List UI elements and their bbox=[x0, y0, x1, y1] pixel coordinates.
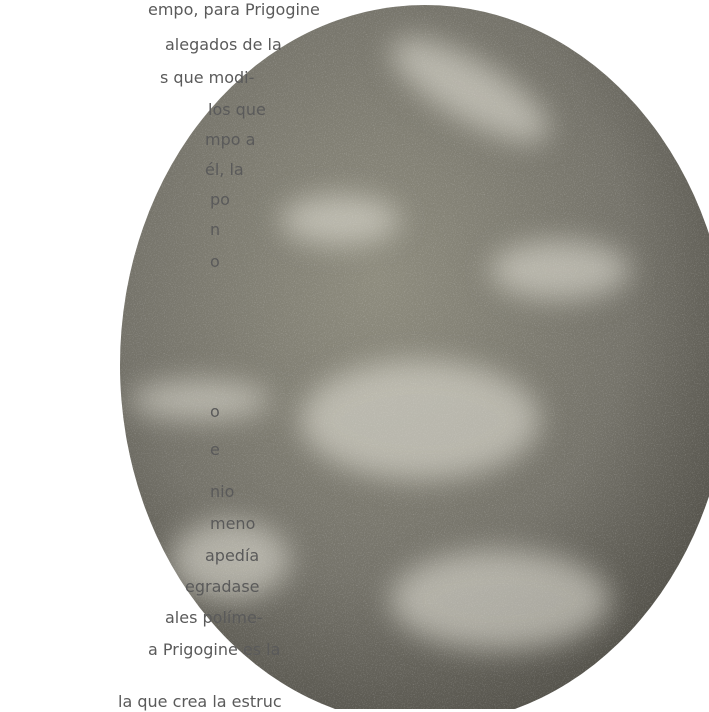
text-line: los que bbox=[208, 100, 266, 119]
text-line: n bbox=[210, 220, 221, 239]
text-line: s que modi- bbox=[160, 68, 255, 87]
text-line: empo, para Prigogine bbox=[148, 0, 320, 19]
text-line: la que crea la estruc bbox=[118, 692, 282, 711]
text-line: ales políme- bbox=[165, 608, 263, 627]
text-line: meno bbox=[210, 514, 256, 533]
text-line: alegados de la bbox=[165, 35, 282, 54]
text-line: nio bbox=[210, 482, 235, 501]
text-line: o bbox=[210, 252, 220, 271]
text-line: apedía bbox=[205, 546, 260, 565]
text-line: egradase bbox=[185, 577, 260, 596]
text-line: a Prigogine es la bbox=[148, 640, 281, 659]
text-line: e bbox=[210, 440, 220, 459]
text-line: o bbox=[210, 402, 220, 421]
text-line: po bbox=[210, 190, 230, 209]
text-line: él, la bbox=[205, 160, 244, 179]
text-line: mpo a bbox=[205, 130, 256, 149]
sphere-texture bbox=[120, 5, 709, 709]
